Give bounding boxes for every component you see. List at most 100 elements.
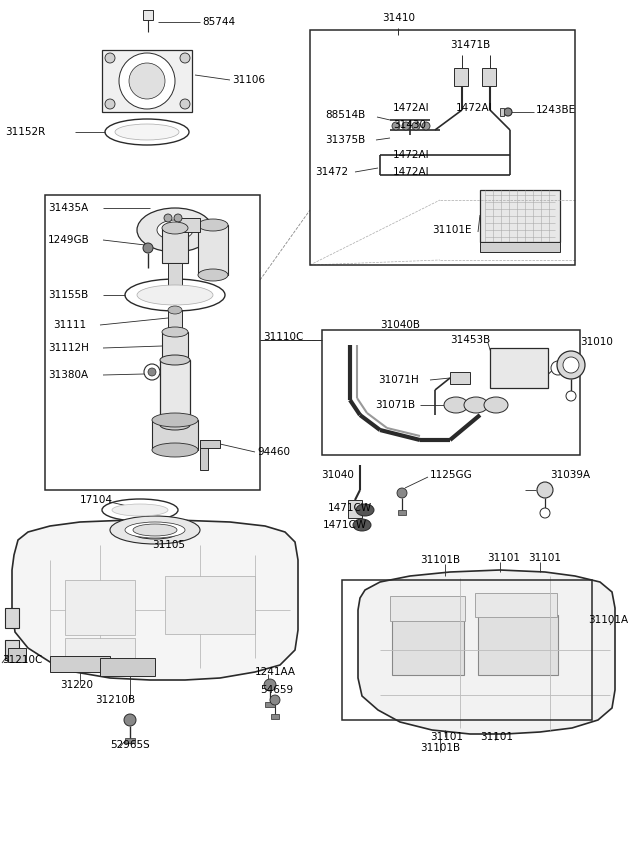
Text: 31430: 31430 bbox=[393, 120, 426, 130]
Circle shape bbox=[124, 714, 136, 726]
Bar bbox=[342, 580, 592, 720]
Text: 88514B: 88514B bbox=[325, 110, 365, 120]
Bar bbox=[265, 702, 275, 707]
Ellipse shape bbox=[110, 516, 200, 544]
Bar bbox=[500, 108, 504, 116]
Ellipse shape bbox=[162, 222, 188, 234]
Bar bbox=[162, 332, 188, 360]
Text: 31101: 31101 bbox=[528, 553, 561, 563]
Text: 1471CW: 1471CW bbox=[323, 520, 367, 530]
Ellipse shape bbox=[102, 499, 178, 521]
Ellipse shape bbox=[464, 397, 488, 413]
Polygon shape bbox=[358, 570, 615, 734]
Text: 1243BE: 1243BE bbox=[536, 105, 576, 115]
Ellipse shape bbox=[160, 355, 190, 365]
Ellipse shape bbox=[162, 327, 188, 337]
Bar bbox=[168, 310, 182, 332]
Text: 31039A: 31039A bbox=[550, 470, 590, 480]
Circle shape bbox=[551, 361, 565, 375]
Bar bbox=[143, 10, 153, 20]
Text: 31071B: 31071B bbox=[375, 400, 415, 410]
Text: 31220: 31220 bbox=[60, 680, 93, 690]
Circle shape bbox=[180, 99, 190, 109]
Bar bbox=[200, 440, 208, 470]
Text: 1125GG: 1125GG bbox=[430, 470, 473, 480]
Bar bbox=[478, 615, 558, 675]
Text: 31375B: 31375B bbox=[325, 135, 365, 145]
Ellipse shape bbox=[137, 285, 213, 305]
Text: 52965S: 52965S bbox=[110, 740, 150, 750]
Text: 31112H: 31112H bbox=[48, 343, 89, 353]
Bar bbox=[100, 658, 155, 676]
Bar bbox=[125, 738, 135, 743]
Text: 31453B: 31453B bbox=[450, 335, 490, 345]
Circle shape bbox=[164, 214, 172, 222]
Bar bbox=[102, 50, 192, 112]
Ellipse shape bbox=[353, 519, 371, 531]
Text: 1472AI: 1472AI bbox=[393, 167, 430, 177]
Text: 31472: 31472 bbox=[315, 167, 348, 177]
Text: 31101B: 31101B bbox=[420, 743, 460, 753]
Bar bbox=[5, 608, 19, 628]
Text: 31410: 31410 bbox=[382, 13, 415, 23]
Bar bbox=[152, 420, 198, 450]
Ellipse shape bbox=[112, 504, 168, 516]
Text: 31105: 31105 bbox=[152, 540, 185, 550]
Polygon shape bbox=[12, 520, 298, 680]
Text: 31210C: 31210C bbox=[2, 655, 42, 665]
Ellipse shape bbox=[129, 63, 165, 99]
Text: 1472AI: 1472AI bbox=[393, 103, 430, 113]
Ellipse shape bbox=[125, 279, 225, 311]
Text: 31040B: 31040B bbox=[380, 320, 420, 330]
Text: 31101E: 31101E bbox=[432, 225, 472, 235]
Bar bbox=[490, 348, 548, 388]
Bar bbox=[160, 360, 190, 425]
Text: 1472AI: 1472AI bbox=[393, 150, 430, 160]
Text: 31040: 31040 bbox=[321, 470, 354, 480]
Text: 31101: 31101 bbox=[487, 553, 520, 563]
Circle shape bbox=[566, 391, 576, 401]
Text: 31111: 31111 bbox=[53, 320, 86, 330]
Bar bbox=[165, 576, 255, 634]
Bar bbox=[65, 580, 135, 635]
Circle shape bbox=[180, 53, 190, 63]
Text: 31471B: 31471B bbox=[450, 40, 490, 50]
Circle shape bbox=[397, 488, 407, 498]
Bar bbox=[200, 440, 220, 448]
Ellipse shape bbox=[119, 53, 175, 109]
Bar bbox=[480, 190, 560, 242]
Circle shape bbox=[540, 508, 550, 518]
Text: 94460: 94460 bbox=[257, 447, 290, 457]
Ellipse shape bbox=[157, 220, 193, 240]
Bar bbox=[390, 596, 465, 621]
Circle shape bbox=[563, 357, 579, 373]
Bar bbox=[5, 640, 19, 660]
Circle shape bbox=[143, 243, 153, 253]
Text: 85744: 85744 bbox=[202, 17, 235, 27]
Ellipse shape bbox=[137, 208, 213, 252]
Text: 1249GB: 1249GB bbox=[48, 235, 90, 245]
Ellipse shape bbox=[198, 219, 228, 231]
Ellipse shape bbox=[115, 124, 179, 140]
Text: 31101: 31101 bbox=[430, 732, 463, 742]
Bar bbox=[45, 195, 260, 490]
Text: 31106: 31106 bbox=[232, 75, 265, 85]
Circle shape bbox=[422, 122, 430, 130]
Ellipse shape bbox=[484, 397, 508, 413]
Bar bbox=[162, 228, 188, 263]
Bar bbox=[475, 593, 557, 617]
Bar bbox=[348, 500, 362, 518]
Text: 1471CW: 1471CW bbox=[328, 503, 372, 513]
Bar bbox=[8, 648, 26, 662]
Bar bbox=[168, 263, 182, 293]
Text: 1472AI: 1472AI bbox=[456, 103, 492, 113]
Bar bbox=[392, 620, 464, 675]
Text: 17104: 17104 bbox=[80, 495, 113, 505]
Ellipse shape bbox=[444, 397, 468, 413]
Circle shape bbox=[270, 695, 280, 705]
Text: 31210B: 31210B bbox=[95, 695, 135, 705]
Bar bbox=[271, 714, 279, 719]
Text: 54659: 54659 bbox=[260, 685, 293, 695]
Ellipse shape bbox=[125, 522, 185, 538]
Bar bbox=[310, 30, 575, 265]
